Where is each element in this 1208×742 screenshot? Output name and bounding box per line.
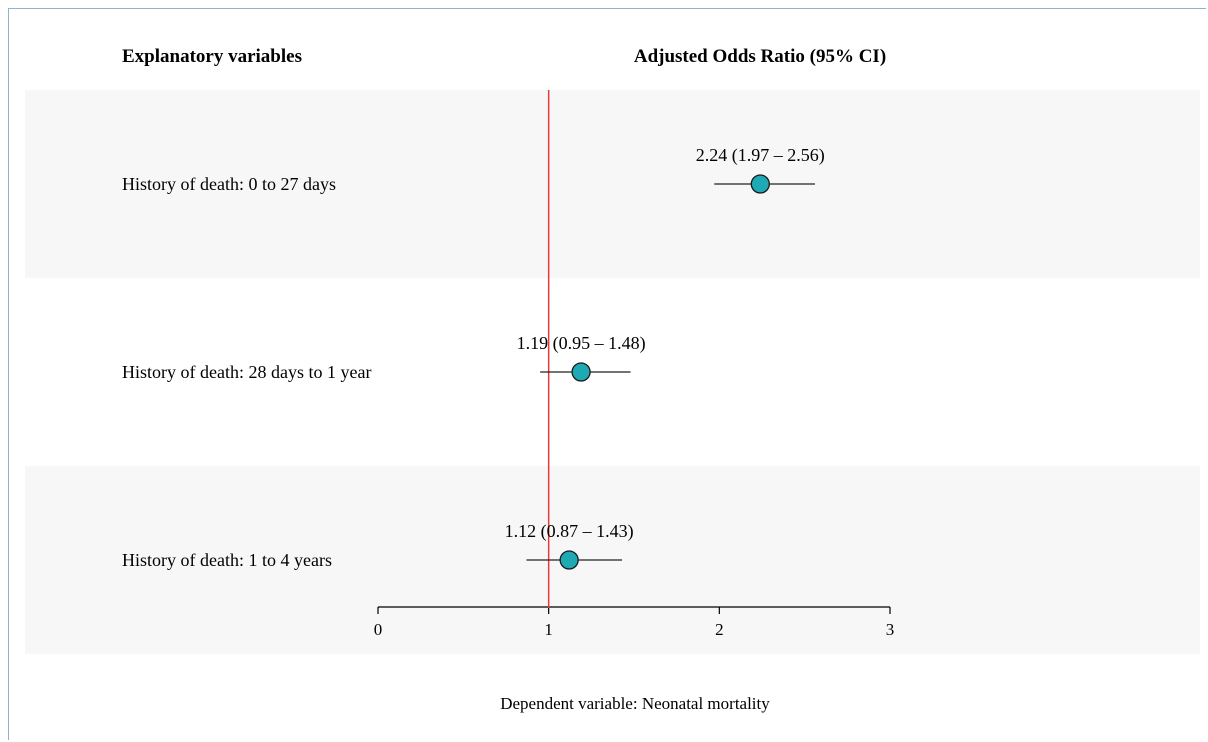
- x-tick-label: 0: [374, 620, 383, 639]
- dependent-variable-note: Dependent variable: Neonatal mortality: [500, 694, 770, 713]
- point-estimate: [750, 174, 770, 194]
- row-label: History of death: 28 days to 1 year: [122, 362, 371, 382]
- x-tick-label: 2: [715, 620, 724, 639]
- row-label: History of death: 0 to 27 days: [122, 174, 336, 194]
- estimate-label: 1.19 (0.95 – 1.48): [517, 333, 646, 354]
- x-tick-label: 1: [544, 620, 553, 639]
- row-label: History of death: 1 to 4 years: [122, 550, 332, 570]
- estimates: 2.24 (1.97 – 2.56) 1.19 (0.95 – 1.48) 1.12…: [505, 145, 825, 570]
- explanatory-variables-heading: Explanatory variables: [122, 46, 302, 67]
- point-estimate: [571, 362, 591, 382]
- x-tick-label: 3: [886, 620, 895, 639]
- point-estimate: [559, 550, 579, 570]
- estimate-label: 2.24 (1.97 – 2.56): [696, 145, 825, 166]
- odds-ratio-heading: Adjusted Odds Ratio (95% CI): [634, 46, 886, 67]
- row-labels: History of death: 0 to 27 days History of…: [122, 174, 371, 570]
- row-band: [25, 90, 1200, 278]
- figure-frame: [8, 8, 1206, 740]
- x-axis: 0 1 2 3: [374, 606, 895, 639]
- estimate-label: 1.12 (0.87 – 1.43): [505, 521, 634, 542]
